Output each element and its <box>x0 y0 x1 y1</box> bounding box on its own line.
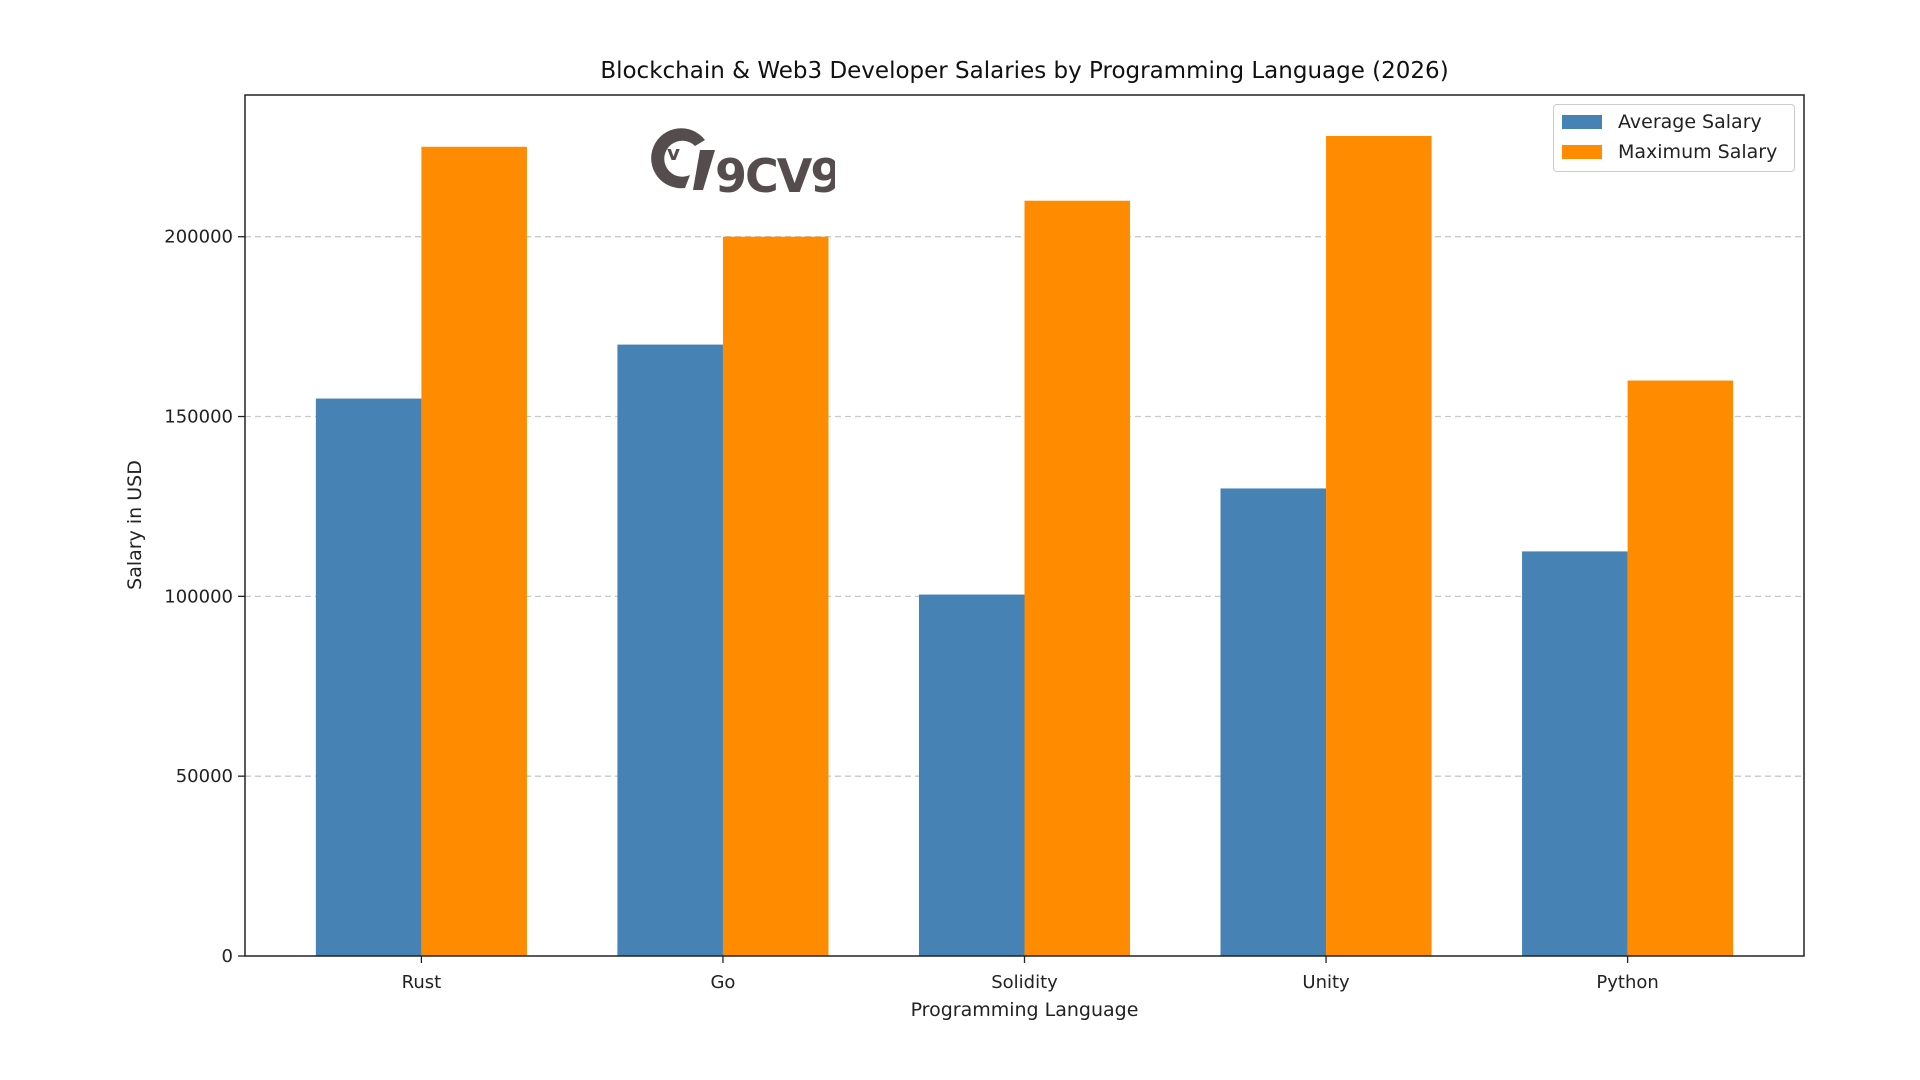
x-tick-label: Python <box>1596 972 1658 993</box>
y-tick-label: 200000 <box>164 227 233 248</box>
legend-item-maximum: Maximum Salary <box>1562 141 1777 163</box>
bar-maximum-solidity <box>1024 200 1131 957</box>
x-tick-label: Rust <box>402 972 442 993</box>
bar-average-go <box>617 344 723 956</box>
legend-swatch-average <box>1562 115 1602 129</box>
legend-label-average: Average Salary <box>1618 111 1762 133</box>
x-axis: Rust Go Solidity Unity Python <box>402 956 1659 993</box>
legend-label-maximum: Maximum Salary <box>1618 141 1778 163</box>
x-tick-label: Go <box>710 972 735 993</box>
svg-text:9CV9: 9CV9 <box>715 149 835 195</box>
9cv9-logo-watermark: v 9CV9 <box>645 120 842 203</box>
chart-title: Blockchain & Web3 Developer Salaries by … <box>600 58 1449 84</box>
x-tick-label: Unity <box>1302 972 1350 993</box>
y-axis: 0 50000 100000 150000 200000 <box>164 227 245 967</box>
legend-item-average: Average Salary <box>1562 111 1762 133</box>
y-axis-label: Salary in USD <box>124 460 146 590</box>
x-axis-label: Programming Language <box>910 999 1139 1021</box>
bar-maximum-rust <box>421 146 527 956</box>
bar-average-unity <box>1220 488 1327 956</box>
legend: Average Salary Maximum Salary <box>1553 104 1795 172</box>
bars <box>315 136 1734 957</box>
bar-maximum-go <box>722 236 829 956</box>
svg-text:v: v <box>667 141 680 165</box>
x-tick-label: Solidity <box>991 972 1058 993</box>
y-tick-label: 150000 <box>164 407 233 428</box>
y-tick-label: 50000 <box>176 766 233 787</box>
bar-maximum-unity <box>1326 136 1432 956</box>
bar-maximum-python <box>1627 380 1734 956</box>
bar-average-solidity <box>918 594 1025 956</box>
bar-average-python <box>1522 551 1628 956</box>
y-tick-label: 100000 <box>164 586 233 607</box>
legend-swatch-maximum <box>1562 145 1602 159</box>
bar-average-rust <box>315 398 422 957</box>
y-tick-label: 0 <box>222 946 233 967</box>
